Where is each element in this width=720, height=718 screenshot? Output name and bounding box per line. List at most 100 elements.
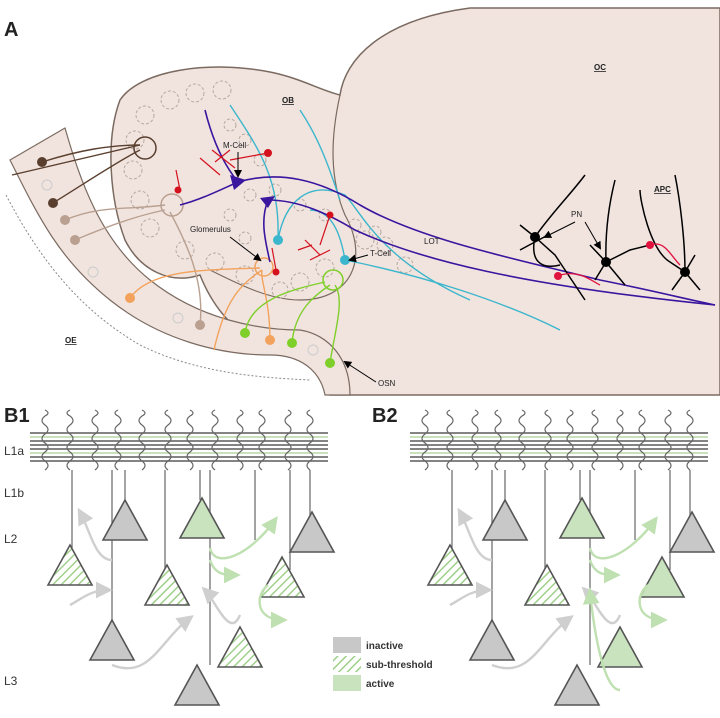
legend-swatch-active xyxy=(333,675,361,691)
region-oc: OC xyxy=(594,63,606,72)
mitral-cell-1 xyxy=(230,175,246,190)
label-osn: OSN xyxy=(378,379,396,388)
pn-cell-3 xyxy=(680,267,690,277)
region-ob: OB xyxy=(282,96,294,105)
active-fibre xyxy=(582,587,621,692)
dendrite xyxy=(258,409,266,471)
region-oe: OE xyxy=(65,336,77,345)
active-fibre xyxy=(588,559,621,584)
label-t-cell: T-Cell xyxy=(370,249,391,258)
granule-cell-2 xyxy=(326,211,334,219)
legend-label-active: active xyxy=(366,679,395,690)
dendrite xyxy=(91,409,99,471)
dendrite xyxy=(236,409,244,471)
glomeruli-outlines xyxy=(123,80,414,299)
dendrite xyxy=(566,409,574,471)
dendrite xyxy=(284,409,292,471)
layer-l3: L3 xyxy=(4,674,18,688)
region-apc: APC xyxy=(654,185,671,194)
dendrite xyxy=(664,409,672,471)
panel-a: A xyxy=(4,7,720,396)
tufted-cell-1 xyxy=(273,235,283,245)
association-fibre xyxy=(491,615,574,670)
pyramidal-neuron xyxy=(668,510,716,553)
osn-axons-orange xyxy=(129,267,271,351)
pyramidal-neuron xyxy=(426,543,474,586)
olfactory-epithelium xyxy=(9,127,351,396)
pyramidal-neuron xyxy=(173,663,221,706)
legend-swatch-inactive xyxy=(333,637,361,653)
pyramidal-neuron xyxy=(638,555,686,598)
dendrite xyxy=(638,409,646,471)
legend: inactive sub-threshold active xyxy=(333,637,433,691)
pyramidal-neuron xyxy=(481,498,529,541)
label-m-cell: M-Cell xyxy=(223,141,246,150)
panel-b2 xyxy=(410,409,716,706)
layer-l2: L2 xyxy=(4,532,18,546)
granule-cells xyxy=(175,149,331,271)
pyramidal-neuron xyxy=(216,625,264,668)
label-glomerulus: Glomerulus xyxy=(190,225,231,234)
pyramidal-neuron xyxy=(101,498,149,541)
legend-label-inactive: inactive xyxy=(366,641,404,652)
dendrite xyxy=(186,409,194,471)
active-fibre xyxy=(208,516,278,560)
dendrite xyxy=(421,409,429,471)
dendrite xyxy=(114,409,122,471)
ob-boundary xyxy=(209,94,357,301)
dendrite xyxy=(306,409,314,471)
association-fibre xyxy=(457,507,493,562)
label-pn: PN xyxy=(571,210,582,219)
pyramidal-neuron xyxy=(143,563,191,606)
dendrite xyxy=(686,409,694,471)
pyramidal-neuron xyxy=(46,543,94,586)
pyramidal-neuron xyxy=(558,496,606,539)
dendrite xyxy=(591,409,599,471)
glomerulus-dark xyxy=(133,136,157,160)
association-fibre xyxy=(69,581,113,607)
osn-axons-green xyxy=(244,281,340,364)
dendrite xyxy=(446,409,454,471)
active-fibre xyxy=(588,516,658,560)
panel-b1 xyxy=(30,409,336,706)
pink-cell-2 xyxy=(554,272,562,280)
dendrite xyxy=(164,409,172,471)
pn-cell-1 xyxy=(530,232,540,242)
dendrite xyxy=(66,409,74,471)
dendrite xyxy=(518,409,526,471)
pyramidal-neuron xyxy=(596,625,644,668)
panel-a-label: A xyxy=(4,19,18,41)
tufted-cell-2 xyxy=(340,255,350,265)
panel-b2-label: B2 xyxy=(372,405,398,427)
apc-neurons xyxy=(519,174,701,301)
granule-cell-4 xyxy=(272,268,280,276)
dendrite xyxy=(211,409,219,471)
panel-b1-label: B1 xyxy=(4,405,30,427)
dendrite xyxy=(138,409,146,471)
dendrite xyxy=(41,409,49,471)
pyramidal-neuron xyxy=(523,563,571,606)
pyramidal-neuron xyxy=(468,618,516,661)
glomerulus-orange xyxy=(254,257,274,277)
label-lot: LOT xyxy=(424,237,440,246)
pyramidal-neuron xyxy=(88,618,136,661)
pyramidal-neuron xyxy=(178,496,226,539)
dendrite xyxy=(494,409,502,471)
legend-swatch-sub-threshold xyxy=(333,656,361,672)
legend-label-sub-threshold: sub-threshold xyxy=(366,660,433,671)
association-fibre xyxy=(77,507,113,562)
granule-cell-1 xyxy=(264,149,272,157)
pn-cell-2 xyxy=(601,257,611,267)
active-fibre xyxy=(208,559,241,584)
pink-cell-1 xyxy=(646,241,654,249)
layer-l1a: L1a xyxy=(4,444,24,458)
leader-arrows xyxy=(229,152,601,383)
osn-cells xyxy=(37,157,335,368)
dendrite xyxy=(544,409,552,471)
mitral-cell-2 xyxy=(260,196,275,208)
pyramidal-neuron xyxy=(258,555,306,598)
osn-axons-brown xyxy=(11,144,202,326)
association-fibre xyxy=(201,586,242,625)
glomerulus-green xyxy=(322,269,344,291)
